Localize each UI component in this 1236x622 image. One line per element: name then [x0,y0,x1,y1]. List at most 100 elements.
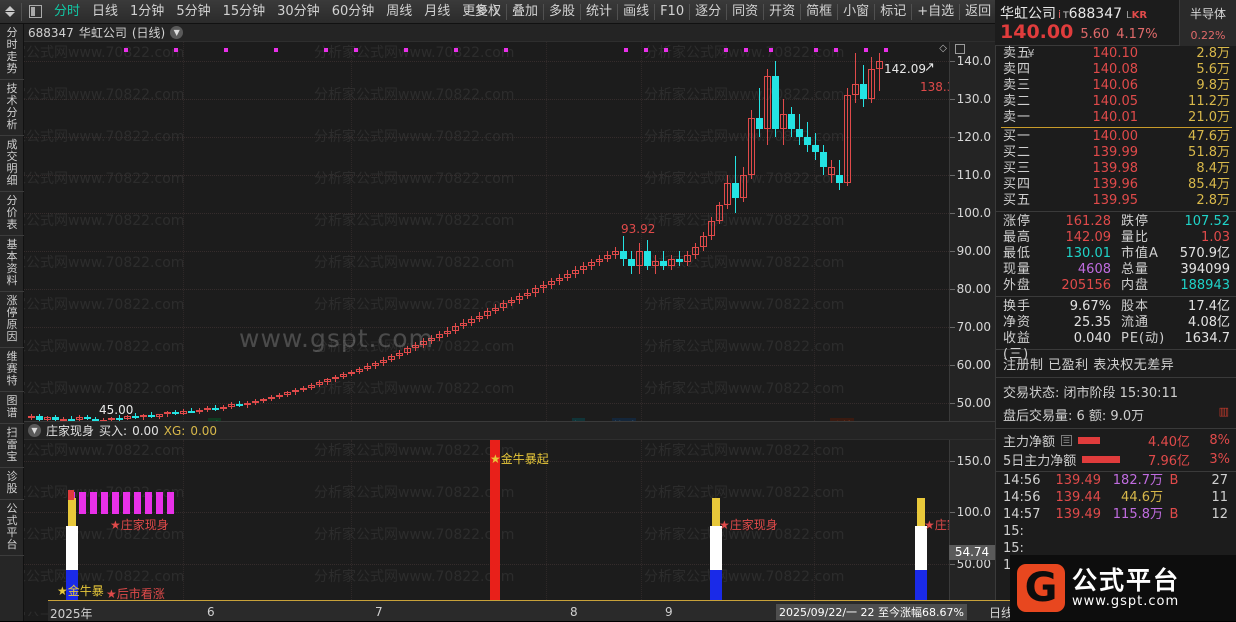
tool-返回[interactable]: 返回 [965,4,992,19]
candle-body [628,258,635,267]
candle-body [548,281,555,286]
candle-body [700,235,707,248]
period-tab-1分钟[interactable]: 1分钟 [130,3,165,19]
diamond-icon[interactable]: ◇ [939,43,947,54]
candle-body [228,403,235,407]
stat-row-1: 最高 142.09 量比 1.03 [996,230,1236,246]
sidebar-item-label: 分 [6,194,18,207]
sidebar-item-3[interactable]: 分价表 [0,192,24,236]
period-tab-周线[interactable]: 周线 [386,3,413,19]
bar-chart-icon[interactable]: ▥ [1218,405,1229,418]
tool-逐分[interactable]: 逐分 [695,4,722,19]
tool-简框[interactable]: 简框 [806,4,833,19]
tool-多股[interactable]: 多股 [549,4,576,19]
tool-标记[interactable]: 标记 [880,4,907,19]
watermark-text: 分析家公式网www.70822.com [24,381,185,397]
period-tab-分时[interactable]: 分时 [54,3,81,19]
tick-row[interactable]: 15: [996,523,1236,540]
candle-body [316,382,323,385]
order-book-row-bid[interactable]: 买四 139.96 85.4万 [996,177,1236,193]
period-tab-日线[interactable]: 日线 [92,3,119,19]
candle-body [388,355,395,360]
candle-body [508,300,515,304]
order-book-row-bid[interactable]: 买一 140.00 47.6万 [996,129,1236,145]
signal-dot [644,48,648,52]
tool-复权[interactable]: 复权 [475,4,502,19]
sidebar-item-2[interactable]: 成交明细 [0,136,24,192]
sidebar-item-0[interactable]: 分时走势 [0,24,24,80]
tool-F10[interactable]: F10 [660,4,685,19]
indicator-axis-highlight: 54.74 [949,545,995,561]
sidebar-item-1[interactable]: 技术分析 [0,80,24,136]
candlestick-plot[interactable]: 分析家公式网www.70822.com 分析家公式网www.70822.com 分析… [24,42,949,421]
chart-event-chip[interactable]: 涨榜 [830,418,854,421]
info-icon[interactable]: i [1058,8,1062,21]
maximize-icon[interactable] [955,44,965,54]
chart-event-chip[interactable]: 筹财 [612,418,636,421]
sector-box[interactable]: 半导体 0.22% [1179,0,1236,46]
sidebar-item-4[interactable]: 基本资料 [0,236,24,292]
candle-wick [487,308,488,320]
candle-wick [359,366,360,375]
tool-叠加[interactable]: 叠加 [512,4,539,19]
order-book-row-bid[interactable]: 买五 139.95 2.8万 [996,193,1236,209]
order-book-row-bid[interactable]: 买三 139.98 8.4万 [996,161,1236,177]
candle-wick [767,68,768,145]
last-price: 140.00 [1000,21,1074,43]
period-tab-5分钟[interactable]: 5分钟 [176,3,211,19]
indicator-plot[interactable]: 分析家公式网www.70822.com 分析家公式网www.70822.com 分析… [24,440,949,616]
order-book-volume: 85.4万 [1188,177,1230,192]
gridline-horizontal [24,213,949,214]
chart-event-chip[interactable]: 解 [572,418,585,421]
candle-body [340,374,347,378]
tool-小窗[interactable]: 小窗 [843,4,870,19]
tick-row[interactable]: 14:56 139.44 44.6万 11 [996,489,1236,506]
candle-wick [79,415,80,421]
sidebar-item-5[interactable]: 涨停原因 [0,292,24,348]
candle-body [164,412,171,415]
candle-body [348,371,355,375]
indicator-histogram-bar [156,492,163,514]
gridline-vertical [546,42,547,421]
logo-title: 公式平台 [1072,566,1181,595]
spinner-down-icon[interactable] [5,12,15,17]
tool-画线[interactable]: 画线 [623,4,650,19]
tool-+自选[interactable]: +自选 [917,4,955,19]
tool-统计[interactable]: 统计 [586,4,613,19]
list-icon[interactable]: ☰ [1061,435,1073,446]
order-book-row-ask[interactable]: 卖二 140.05 11.2万 [996,94,1236,110]
chevron-down-icon[interactable]: ▼ [170,26,184,39]
stock-type-sup: T [1063,11,1069,21]
sidebar-item-7[interactable]: 图谱 [0,392,24,424]
sidebar-item-9[interactable]: 诊股 [0,468,24,500]
spinner-control[interactable] [2,1,18,23]
period-tab-60分钟[interactable]: 60分钟 [331,3,375,19]
order-book-row-ask[interactable]: 卖五 ¥ 140.10 2.8万 [996,46,1236,62]
sidebar-item-6[interactable]: 维赛特 [0,348,24,392]
period-tab-更多 〉[interactable]: 更多 〉 [462,3,506,19]
period-tab-30分钟[interactable]: 30分钟 [277,3,320,19]
candle-body [172,412,179,415]
panel-toggle-icon[interactable] [29,5,42,18]
tool-开资[interactable]: 开资 [769,4,796,19]
order-book-price: 140.01 [1092,110,1139,125]
tool-divider [959,4,961,20]
period-tab-15分钟[interactable]: 15分钟 [222,3,266,19]
quote-title-row: 华虹公司 i T 688347 L KR [995,0,1236,22]
period-tab-月线[interactable]: 月线 [424,3,451,19]
spinner-up-icon[interactable] [5,6,15,11]
tool-同资[interactable]: 同资 [732,4,759,19]
tool-divider [543,4,545,20]
order-book-row-ask[interactable]: 卖三 140.06 9.8万 [996,78,1236,94]
tick-row[interactable]: 15: [996,540,1236,557]
sidebar-item-8[interactable]: 扫雷宝 [0,424,24,468]
order-book-row-ask[interactable]: 卖一 140.01 21.0万 [996,110,1236,126]
indicator-chevron-icon[interactable]: ▼ [28,424,41,437]
candle-body [676,258,683,263]
chart-event-chip[interactable]: 减 [208,418,221,421]
tick-row[interactable]: 14:56 139.49 182.7万 B 27 [996,472,1236,489]
sidebar-item-10[interactable]: 公式平台 [0,500,24,556]
tick-row[interactable]: 14:57 139.49 115.8万 B 12 [996,506,1236,523]
order-book-row-bid[interactable]: 买二 139.99 51.8万 [996,145,1236,161]
order-book-row-ask[interactable]: 卖四 140.08 5.6万 [996,62,1236,78]
